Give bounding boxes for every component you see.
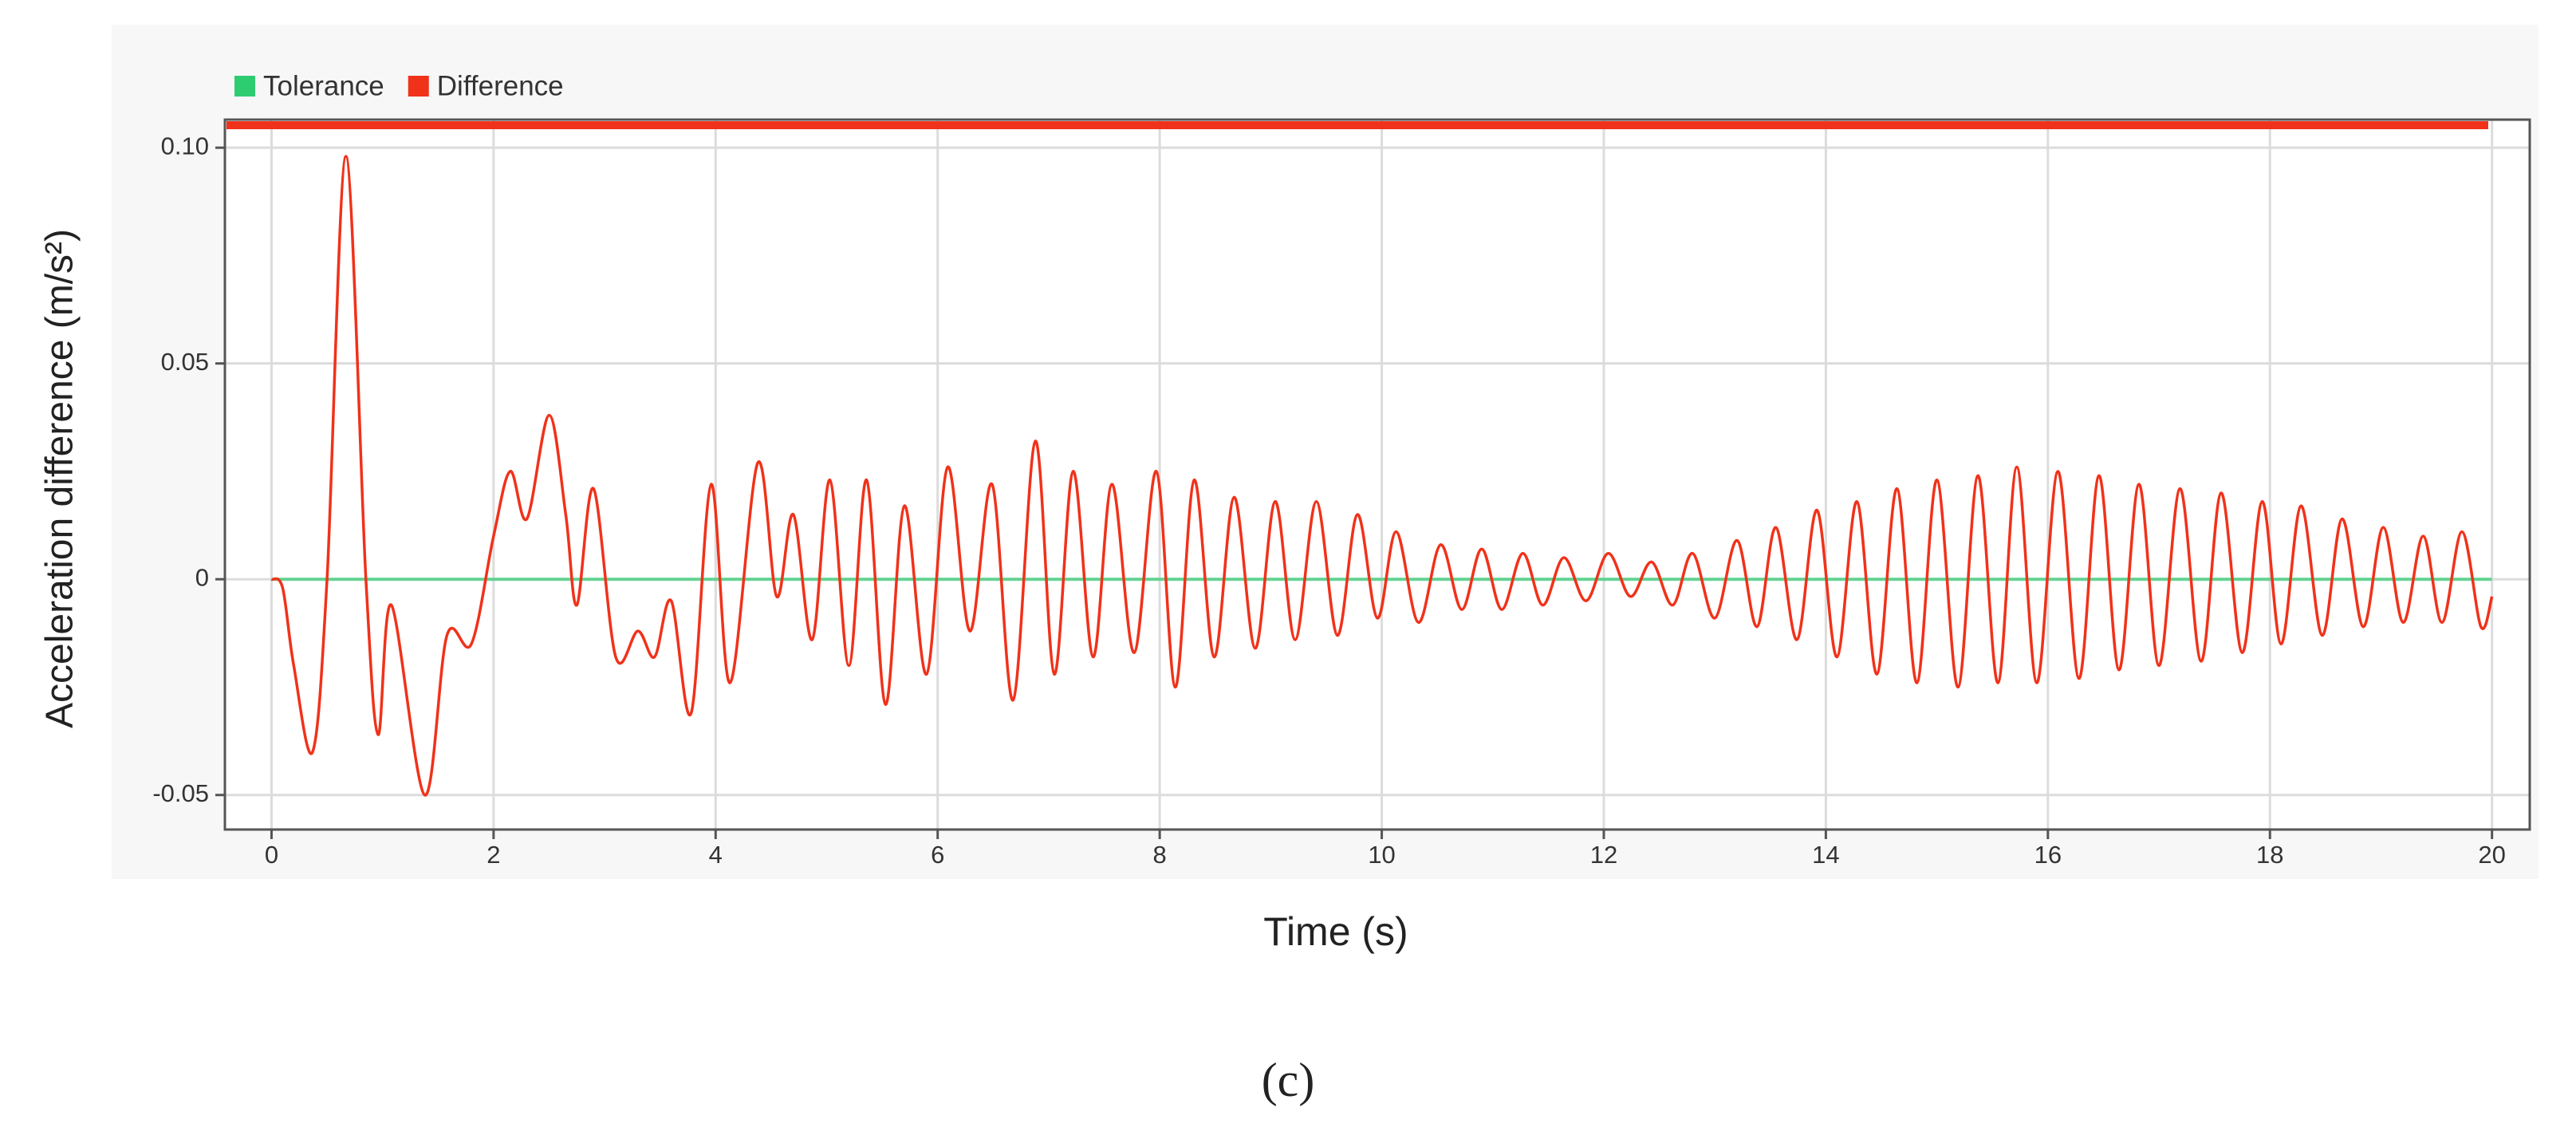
legend-swatch xyxy=(234,76,255,97)
x-tick-label: 18 xyxy=(2256,841,2283,869)
y-tick-label: -0.05 xyxy=(152,779,209,807)
x-tick-label: 0 xyxy=(265,841,278,869)
x-tick-label: 6 xyxy=(931,841,944,869)
y-tick-label: 0 xyxy=(195,563,209,591)
x-tick-label: 2 xyxy=(486,841,500,869)
y-axis-label: Acceleration difference (m/s²) xyxy=(39,229,81,728)
x-tick-label: 20 xyxy=(2478,841,2505,869)
x-tick-label: 10 xyxy=(1368,841,1395,869)
x-axis-label: Time (s) xyxy=(1263,909,1408,954)
legend-swatch xyxy=(408,76,429,97)
plot-area xyxy=(225,120,2530,830)
marks xyxy=(270,155,2494,797)
legend-label: Difference xyxy=(437,70,564,101)
labels: -0.05 0 0.05 0.10 0 2 4 6 8 10 12 14 16 18 20 Tolerance… xyxy=(152,70,2506,869)
legend-label: Tolerance xyxy=(263,70,384,101)
y-tick-label: 0.05 xyxy=(161,348,209,376)
exceedance-band xyxy=(226,121,2488,129)
x-tick-label: 8 xyxy=(1153,841,1167,869)
series-line xyxy=(270,155,2494,797)
caption: (c) xyxy=(1262,1054,1315,1106)
y-tick-label: 0.10 xyxy=(161,132,209,160)
x-tick-label: 16 xyxy=(2034,841,2062,869)
x-tick-label: 12 xyxy=(1590,841,1617,869)
plot-border xyxy=(223,118,2531,831)
x-tick-label: 14 xyxy=(1812,841,1839,869)
x-tick-label: 4 xyxy=(709,841,723,869)
